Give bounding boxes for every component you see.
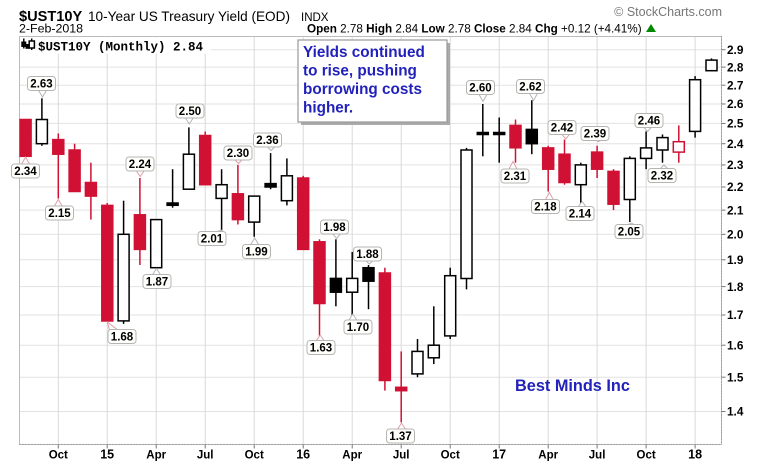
- svg-text:16: 16: [296, 448, 310, 462]
- svg-text:to rise, pushing: to rise, pushing: [303, 63, 417, 80]
- svg-text:Oct: Oct: [441, 450, 460, 462]
- svg-text:Jul: Jul: [589, 450, 606, 462]
- svg-text:2.7: 2.7: [727, 78, 744, 92]
- svg-text:1.5: 1.5: [727, 370, 744, 384]
- svg-text:Oct: Oct: [245, 450, 264, 462]
- svg-text:$UST10Y: $UST10Y: [19, 9, 83, 25]
- svg-text:2.9: 2.9: [727, 43, 744, 57]
- svg-text:Open 2.78 High 2.84 Low 2.78 C: Open 2.78 High 2.84 Low 2.78 Close 2.84 …: [307, 23, 642, 36]
- svg-text:2.60: 2.60: [469, 83, 491, 95]
- svg-text:2.5: 2.5: [727, 117, 744, 131]
- svg-text:2.30: 2.30: [227, 148, 249, 160]
- svg-text:2.4: 2.4: [727, 137, 744, 151]
- svg-text:2.05: 2.05: [618, 227, 641, 239]
- svg-text:2.34: 2.34: [14, 166, 37, 178]
- svg-text:Oct: Oct: [637, 450, 656, 462]
- svg-text:2.62: 2.62: [519, 82, 541, 94]
- svg-text:Jul: Jul: [393, 450, 410, 462]
- svg-text:2.18: 2.18: [534, 202, 557, 214]
- svg-text:1.68: 1.68: [111, 332, 134, 344]
- svg-text:Apr: Apr: [342, 450, 362, 462]
- svg-text:10-Year US Treasury Yield (EOD: 10-Year US Treasury Yield (EOD): [88, 9, 290, 24]
- svg-text:2-Feb-2018: 2-Feb-2018: [19, 22, 83, 36]
- svg-text:$UST10Y (Monthly) 2.84: $UST10Y (Monthly) 2.84: [38, 41, 204, 55]
- svg-text:1.37: 1.37: [389, 431, 411, 443]
- svg-text:1.87: 1.87: [146, 277, 168, 289]
- svg-text:Best Minds Inc: Best Minds Inc: [515, 377, 630, 395]
- svg-text:2.46: 2.46: [638, 116, 660, 128]
- svg-text:2.14: 2.14: [569, 209, 592, 221]
- svg-text:1.63: 1.63: [310, 343, 332, 355]
- svg-text:2.01: 2.01: [201, 234, 224, 246]
- svg-text:2.63: 2.63: [30, 79, 52, 91]
- svg-text:1.70: 1.70: [347, 322, 369, 334]
- svg-text:INDX: INDX: [301, 12, 329, 24]
- svg-text:2.1: 2.1: [727, 203, 744, 217]
- svg-text:Yields continued: Yields continued: [303, 44, 425, 61]
- svg-text:2.50: 2.50: [179, 106, 201, 118]
- svg-text:1.98: 1.98: [323, 222, 346, 234]
- svg-text:2.39: 2.39: [584, 129, 606, 141]
- svg-text:1.4: 1.4: [727, 405, 744, 419]
- svg-text:1.8: 1.8: [727, 280, 744, 294]
- svg-text:2.32: 2.32: [651, 171, 673, 183]
- svg-text:© StockCharts.com: © StockCharts.com: [614, 5, 722, 19]
- svg-text:2.8: 2.8: [727, 60, 744, 74]
- svg-text:1.6: 1.6: [727, 338, 744, 352]
- svg-text:2.36: 2.36: [256, 135, 278, 147]
- svg-text:1.88: 1.88: [356, 249, 379, 261]
- svg-text:1.9: 1.9: [727, 253, 744, 267]
- svg-text:2.15: 2.15: [48, 208, 71, 220]
- svg-text:2.6: 2.6: [727, 97, 744, 111]
- svg-text:18: 18: [688, 448, 702, 462]
- svg-text:2.0: 2.0: [727, 228, 744, 242]
- svg-text:Jul: Jul: [197, 450, 214, 462]
- svg-text:2.2: 2.2: [727, 180, 744, 194]
- svg-text:2.24: 2.24: [129, 159, 152, 171]
- svg-text:Apr: Apr: [538, 450, 558, 462]
- svg-text:borrowing costs: borrowing costs: [303, 81, 422, 98]
- svg-text:2.3: 2.3: [727, 158, 744, 172]
- svg-text:1.7: 1.7: [727, 308, 744, 322]
- svg-text:2.42: 2.42: [551, 123, 573, 135]
- svg-text:2.31: 2.31: [504, 171, 527, 183]
- svg-text:higher.: higher.: [303, 100, 353, 117]
- svg-text:Apr: Apr: [146, 450, 166, 462]
- svg-text:Oct: Oct: [49, 450, 68, 462]
- svg-text:15: 15: [100, 448, 114, 462]
- svg-text:1.99: 1.99: [245, 247, 267, 259]
- svg-text:17: 17: [492, 448, 506, 462]
